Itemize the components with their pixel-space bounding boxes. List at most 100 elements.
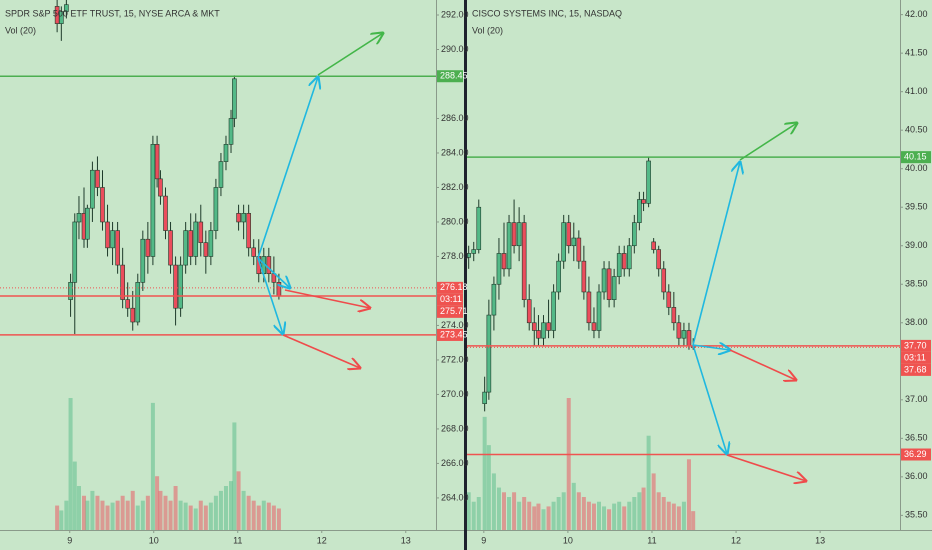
volume-bar <box>551 501 556 530</box>
volume-bar <box>546 506 551 530</box>
volume-bar <box>691 511 696 530</box>
candle-body <box>76 213 82 223</box>
volume-bar <box>90 490 95 530</box>
volume-bar <box>486 445 491 530</box>
volume-bar <box>213 495 218 530</box>
arrow <box>257 257 290 288</box>
panel-divider <box>464 0 467 550</box>
price-label: 37.68 <box>904 364 927 374</box>
x-tick-label: 12 <box>317 535 327 545</box>
volume-bar <box>198 500 203 530</box>
price-label-box <box>901 363 931 376</box>
volume-bar <box>140 500 145 530</box>
candle-body <box>566 222 572 247</box>
arrow <box>739 123 797 161</box>
volume-bar <box>208 502 213 530</box>
volume-bar <box>556 497 561 530</box>
label-layer: 264.00 266.00 268.00 270.00 272.00 274.00 278.… <box>5 8 931 545</box>
volume-bar <box>496 487 501 530</box>
candle-body <box>125 299 130 309</box>
volume-bar <box>666 501 671 530</box>
x-tick-label: 12 <box>731 535 741 545</box>
candle-body <box>632 222 637 247</box>
price-label-box <box>901 448 931 461</box>
y-tick-label: 39.50 <box>905 202 928 212</box>
volume-bar <box>100 500 105 530</box>
volume-bar <box>178 500 183 530</box>
price-label-box <box>437 70 463 83</box>
volume-bar <box>236 471 241 530</box>
volume-bar <box>271 505 276 530</box>
candle-body <box>232 78 237 119</box>
y-tick-label: 282.00 <box>441 182 469 192</box>
candle-body <box>100 187 105 223</box>
candle-body <box>671 307 677 324</box>
y-tick-label: 39.00 <box>905 240 928 250</box>
volume-bar <box>130 490 135 530</box>
candle-body <box>241 213 246 223</box>
volume-bar <box>115 500 120 530</box>
volume-bar <box>155 476 160 530</box>
volume-bar <box>218 490 223 530</box>
volume-bar <box>82 495 87 530</box>
y-tick-label: 38.00 <box>905 317 928 327</box>
volume-bar <box>150 402 155 530</box>
candle-body <box>606 268 612 300</box>
volume-bar <box>467 492 471 530</box>
volume-bar <box>223 486 228 530</box>
candle-body <box>591 322 597 331</box>
arrow <box>257 77 318 259</box>
price-label: 288.45 <box>440 71 468 81</box>
candle-body <box>135 282 141 323</box>
candle-body <box>621 253 627 270</box>
candle-body <box>596 291 602 331</box>
y-tick-label: 264.00 <box>441 492 469 502</box>
price-label: 275.71 <box>440 306 468 316</box>
candle-body <box>198 221 204 243</box>
volume-bar <box>168 500 173 530</box>
y-tick-label: 36.50 <box>905 433 928 443</box>
candle-body <box>496 253 502 285</box>
volume-bar <box>173 486 178 530</box>
candle-body <box>246 213 251 249</box>
arrow <box>692 344 727 454</box>
volume-bar <box>571 482 576 530</box>
candle-body <box>637 199 642 223</box>
volume-bar <box>64 500 69 530</box>
volume-bar <box>95 495 100 530</box>
candle-body <box>521 222 527 300</box>
volume-bar <box>507 497 512 530</box>
drawings <box>257 33 806 481</box>
candle-body <box>130 307 136 323</box>
candle-body <box>501 253 507 270</box>
volume-bar <box>145 495 150 530</box>
y-tick-label: 272.00 <box>441 354 469 364</box>
volume-bar <box>256 505 261 530</box>
volume-bar <box>627 501 632 530</box>
volume-bar <box>491 473 496 530</box>
volume-bar <box>541 509 546 530</box>
candle-body <box>188 230 193 257</box>
candle-body <box>218 161 224 188</box>
candle-body <box>581 260 587 293</box>
price-label-box <box>901 339 931 352</box>
volume-bar <box>612 503 617 530</box>
arrow <box>692 345 730 350</box>
arrow <box>257 257 283 334</box>
price-label: 03:11 <box>440 294 462 304</box>
price-label-box <box>901 151 931 164</box>
y-tick-label: 268.00 <box>441 423 469 433</box>
candle-body <box>110 230 115 249</box>
y-tick-label: 35.50 <box>905 510 928 520</box>
candle-body <box>178 264 183 309</box>
candle-body <box>482 391 487 404</box>
candle-body <box>666 291 672 308</box>
candle-body <box>556 260 561 293</box>
candle-body <box>486 314 492 393</box>
candle-body <box>95 169 100 188</box>
candle-body <box>476 206 482 250</box>
candle-body <box>551 291 556 331</box>
volume-bar <box>120 495 125 530</box>
volume-bar <box>266 502 271 530</box>
volume-bar <box>251 500 256 530</box>
